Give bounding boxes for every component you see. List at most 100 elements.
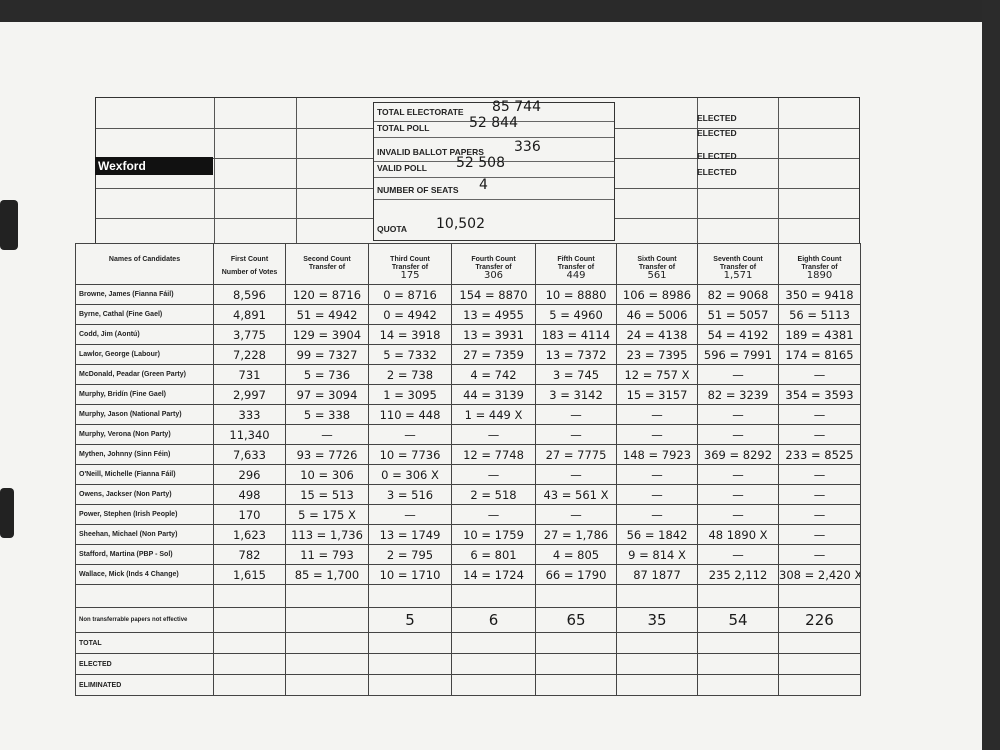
empty-cell	[697, 674, 779, 696]
empty-cell	[285, 653, 369, 675]
count-cell: 233 = 8525	[778, 444, 861, 465]
candidate-row: Lawlor, George (Labour) 7,228 99 = 7327 5 =…	[75, 344, 861, 365]
count-cell: —	[778, 404, 861, 425]
empty-cell	[285, 632, 369, 654]
count-cell: 0 = 8716	[368, 284, 452, 305]
count-cell: —	[697, 484, 779, 505]
column-header: Fifth Count Transfer of 449	[535, 243, 617, 285]
count-cell: 82 = 3239	[697, 384, 779, 405]
count-cell: —	[697, 364, 779, 385]
column-note: 1890	[806, 270, 833, 281]
count-cell: 3 = 516	[368, 484, 452, 505]
column-header: Second Count Transfer of	[285, 243, 369, 285]
count-cell: 99 = 7327	[285, 344, 369, 365]
empty-cell	[213, 584, 286, 608]
candidate-name: Codd, Jim (Aontú)	[75, 324, 214, 345]
count-cell: 5 = 4960	[535, 304, 617, 325]
count-cell: —	[697, 544, 779, 565]
candidate-name: Wallace, Mick (Inds 4 Change)	[75, 564, 214, 585]
footer-row: ELECTED	[75, 653, 861, 675]
binder-edge	[982, 0, 1000, 750]
footer-row: TOTAL	[75, 632, 861, 654]
column-header: Sixth Count Transfer of 561	[616, 243, 698, 285]
empty-cell	[778, 674, 861, 696]
column-subtitle: Transfer of	[638, 264, 676, 271]
candidate-row: Codd, Jim (Aontú) 3,775 129 = 3904 14 = 391…	[75, 324, 861, 345]
column-subtitle: Transfer of	[719, 264, 757, 271]
count-cell: 7,633	[213, 444, 286, 465]
column-note: 306	[483, 270, 504, 281]
empty-cell	[778, 653, 861, 675]
count-cell: 11 = 793	[285, 544, 369, 565]
count-cell: 296	[213, 464, 286, 485]
candidate-name: McDonald, Peadar (Green Party)	[75, 364, 214, 385]
count-cell: 4 = 805	[535, 544, 617, 565]
count-cell: 10 = 1710	[368, 564, 452, 585]
field-value: 10,502	[436, 216, 485, 232]
candidate-row: O'Neill, Michelle (Fianna Fáil) 296 10 = 3…	[75, 464, 861, 485]
column-subtitle: Transfer of	[801, 264, 838, 271]
empty-cell	[616, 674, 698, 696]
empty-cell	[535, 674, 617, 696]
count-cell: 129 = 3904	[285, 324, 369, 345]
count-cell: —	[697, 424, 779, 445]
field-label: NUMBER OF SEATS	[377, 185, 459, 195]
binder-edge	[0, 0, 1000, 22]
candidate-name: Stafford, Martina (PBP - Sol)	[75, 544, 214, 565]
candidate-row: Sheehan, Michael (Non Party) 1,623 113 = 1…	[75, 524, 861, 545]
count-cell: 27 = 7775	[535, 444, 617, 465]
count-cell: 35	[616, 607, 698, 633]
count-cell: 226	[778, 607, 861, 633]
count-cell: 54	[697, 607, 779, 633]
count-cell: 6 = 801	[451, 544, 536, 565]
count-cell: 10 = 1759	[451, 524, 536, 545]
count-cell: 10 = 7736	[368, 444, 452, 465]
count-cell: 56 = 1842	[616, 524, 698, 545]
count-cell: —	[535, 424, 617, 445]
count-cell: 1 = 3095	[368, 384, 452, 405]
count-cell: 596 = 7991	[697, 344, 779, 365]
candidate-name: Murphy, Bridín (Fine Gael)	[75, 384, 214, 405]
count-cell: 65	[535, 607, 617, 633]
count-cell: 66 = 1790	[535, 564, 617, 585]
candidate-row: Murphy, Jason (National Party) 333 5 = 338…	[75, 404, 861, 425]
count-cell: 12 = 7748	[451, 444, 536, 465]
count-cell: —	[778, 364, 861, 385]
column-header: Seventh Count Transfer of 1,571	[697, 243, 779, 285]
empty-cell	[451, 632, 536, 654]
count-cell: —	[616, 404, 698, 425]
grid-line	[697, 98, 698, 243]
candidate-name: Murphy, Jason (National Party)	[75, 404, 214, 425]
count-cell: 782	[213, 544, 286, 565]
count-cell: 13 = 4955	[451, 304, 536, 325]
count-cell: 308 = 2,420 X	[778, 564, 861, 585]
candidate-row: Murphy, Verona (Non Party) 11,340— — — — — — —	[75, 424, 861, 445]
empty-cell	[535, 632, 617, 654]
count-cell: 2,997	[213, 384, 286, 405]
count-cell: 148 = 7923	[616, 444, 698, 465]
count-cell: 10 = 306	[285, 464, 369, 485]
count-cell: —	[697, 404, 779, 425]
column-title: Fifth Count	[557, 256, 595, 263]
grid-line	[296, 98, 297, 243]
count-cell: 0 = 4942	[368, 304, 452, 325]
count-cell: 154 = 8870	[451, 284, 536, 305]
column-subtitle: Transfer of	[557, 264, 595, 271]
count-cell: 2 = 518	[451, 484, 536, 505]
column-header: Eighth Count Transfer of 1890	[778, 243, 861, 285]
count-cell: —	[451, 464, 536, 485]
candidate-name: Browne, James (Fianna Fáil)	[75, 284, 214, 305]
count-cell: 54 = 4192	[697, 324, 779, 345]
count-cell: 354 = 3593	[778, 384, 861, 405]
candidate-row: Mythen, Johnny (Sinn Féin) 7,633 93 = 7726…	[75, 444, 861, 465]
count-cell: 120 = 8716	[285, 284, 369, 305]
count-cell: 2 = 795	[368, 544, 452, 565]
count-cell: —	[778, 464, 861, 485]
count-cell: 44 = 3139	[451, 384, 536, 405]
count-cell: 23 = 7395	[616, 344, 698, 365]
footer-row: ELIMINATED	[75, 674, 861, 696]
count-cell: —	[778, 424, 861, 445]
elected-label: ELECTED	[697, 151, 737, 161]
count-cell: 4,891	[213, 304, 286, 325]
count-cell: 110 = 448	[368, 404, 452, 425]
